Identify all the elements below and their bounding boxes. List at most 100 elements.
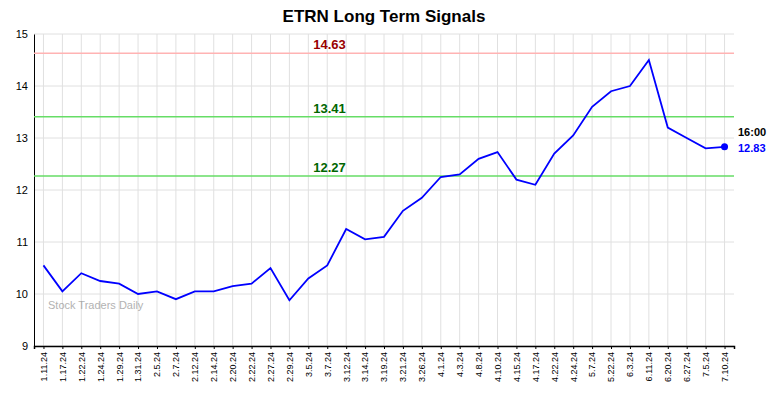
grid xyxy=(34,34,734,346)
x-tick-mark xyxy=(554,346,555,349)
x-tick: 5.7.24 xyxy=(587,346,597,377)
reference-label: 13.41 xyxy=(313,101,346,116)
y-tick-label: 10 xyxy=(16,288,28,300)
end-value-label: 12.83 xyxy=(738,142,766,154)
x-tick-label: 5.22.24 xyxy=(606,352,616,382)
x-tick-mark xyxy=(649,346,650,349)
y-tick-label: 15 xyxy=(16,28,28,40)
y-tick-label: 9 xyxy=(22,340,28,352)
x-tick: 3.21.24 xyxy=(398,346,408,382)
x-tick-label: 6.3.24 xyxy=(625,352,635,377)
grid-line-x xyxy=(43,34,44,346)
x-tick-mark xyxy=(384,346,385,349)
grid-line-x xyxy=(573,34,574,346)
grid-line-x xyxy=(384,34,385,346)
x-tick-label: 1.11.24 xyxy=(39,352,49,381)
x-tick: 1.29.24 xyxy=(115,346,125,382)
x-tick: 7.10.24 xyxy=(720,346,730,382)
x-tick-mark xyxy=(214,346,215,349)
x-tick-mark xyxy=(479,346,480,349)
x-tick-label: 4.22.24 xyxy=(550,352,560,382)
x-tick-label: 7.5.24 xyxy=(701,352,711,377)
grid-line-x xyxy=(440,34,441,346)
x-tick: 4.1.24 xyxy=(436,346,446,377)
y-tick-label: 11 xyxy=(17,236,28,248)
x-tick-mark xyxy=(630,346,631,349)
x-tick-label: 2.29.24 xyxy=(285,352,295,382)
chart: 91011121314151.11.241.17.241.22.241.24.2… xyxy=(0,0,784,398)
x-tick-label: 1.29.24 xyxy=(115,352,125,382)
x-tick-mark xyxy=(157,346,158,349)
x-tick-mark xyxy=(365,346,366,349)
x-tick-mark xyxy=(62,346,63,349)
x-tick-label: 6.20.24 xyxy=(663,352,673,382)
watermark: Stock Traders Daily xyxy=(48,299,144,311)
x-tick-mark xyxy=(611,346,612,349)
reference-label: 14.63 xyxy=(313,37,346,52)
grid-line-x xyxy=(516,34,517,346)
y-tick-label: 14 xyxy=(16,80,28,92)
x-tick-label: 6.11.24 xyxy=(644,352,654,381)
x-tick-label: 4.24.24 xyxy=(569,352,579,382)
x-tick-label: 2.12.24 xyxy=(190,352,200,382)
reference-label: 12.27 xyxy=(313,160,346,175)
x-tick-label: 4.17.24 xyxy=(531,352,541,382)
x-tick: 2.7.24 xyxy=(171,346,181,377)
x-tick-mark xyxy=(252,346,253,349)
grid-line-x xyxy=(327,34,328,346)
x-tick-mark xyxy=(460,346,461,349)
x-tick-mark xyxy=(403,346,404,349)
grid-line-x xyxy=(251,34,252,346)
x-tick-label: 4.8.24 xyxy=(474,352,484,377)
x-tick: 7.5.24 xyxy=(701,346,711,377)
x-tick-label: 3.5.24 xyxy=(304,352,314,377)
grid-line-x xyxy=(459,34,460,346)
grid-line-x xyxy=(421,34,422,346)
x-tick-label: 4.1.24 xyxy=(436,352,446,377)
y-tick: 14 xyxy=(16,80,34,92)
x-tick: 2.29.24 xyxy=(285,346,295,382)
y-axis-line xyxy=(34,35,35,347)
x-tick: 5.22.24 xyxy=(606,346,616,382)
x-tick-label: 2.27.24 xyxy=(266,352,276,382)
x-tick: 6.27.24 xyxy=(682,346,692,382)
grid-line-x xyxy=(592,34,593,346)
y-tick: 15 xyxy=(16,28,34,40)
x-tick: 2.5.24 xyxy=(152,346,162,377)
x-tick: 4.15.24 xyxy=(512,346,522,382)
x-tick: 4.17.24 xyxy=(531,346,541,382)
x-tick-label: 1.22.24 xyxy=(77,352,87,382)
x-axis: 1.11.241.17.241.22.241.24.241.29.241.31.… xyxy=(35,346,735,382)
x-tick-mark xyxy=(119,346,120,349)
x-tick-mark xyxy=(289,346,290,349)
x-tick: 1.22.24 xyxy=(77,346,87,382)
end-dot xyxy=(721,143,728,150)
grid-line-x xyxy=(365,34,366,346)
grid-line-x xyxy=(629,34,630,346)
x-tick-label: 3.21.24 xyxy=(398,352,408,382)
x-tick-mark xyxy=(327,346,328,349)
grid-line-x xyxy=(402,34,403,346)
grid-line-x xyxy=(611,34,612,346)
grid-line-x xyxy=(478,34,479,346)
y-tick: 13 xyxy=(16,132,34,144)
x-tick-mark xyxy=(668,346,669,349)
x-tick-mark xyxy=(81,346,82,349)
x-tick-label: 1.31.24 xyxy=(133,352,143,382)
reference-line xyxy=(34,52,734,54)
grid-line-x xyxy=(554,34,555,346)
grid-line-x xyxy=(156,34,157,346)
x-tick: 3.5.24 xyxy=(304,346,314,377)
grid-line-x xyxy=(497,34,498,346)
x-tick: 2.27.24 xyxy=(266,346,276,382)
grid-line-x xyxy=(667,34,668,346)
x-tick: 4.24.24 xyxy=(569,346,579,382)
y-tick: 10 xyxy=(16,288,34,300)
x-tick-label: 2.20.24 xyxy=(228,352,238,382)
grid-line-x xyxy=(213,34,214,346)
x-tick-label: 1.24.24 xyxy=(96,352,106,382)
x-tick-label: 3.7.24 xyxy=(323,352,333,377)
x-tick-label: 7.10.24 xyxy=(720,352,730,382)
grid-line-x xyxy=(686,34,687,346)
x-tick-label: 4.3.24 xyxy=(455,352,465,377)
